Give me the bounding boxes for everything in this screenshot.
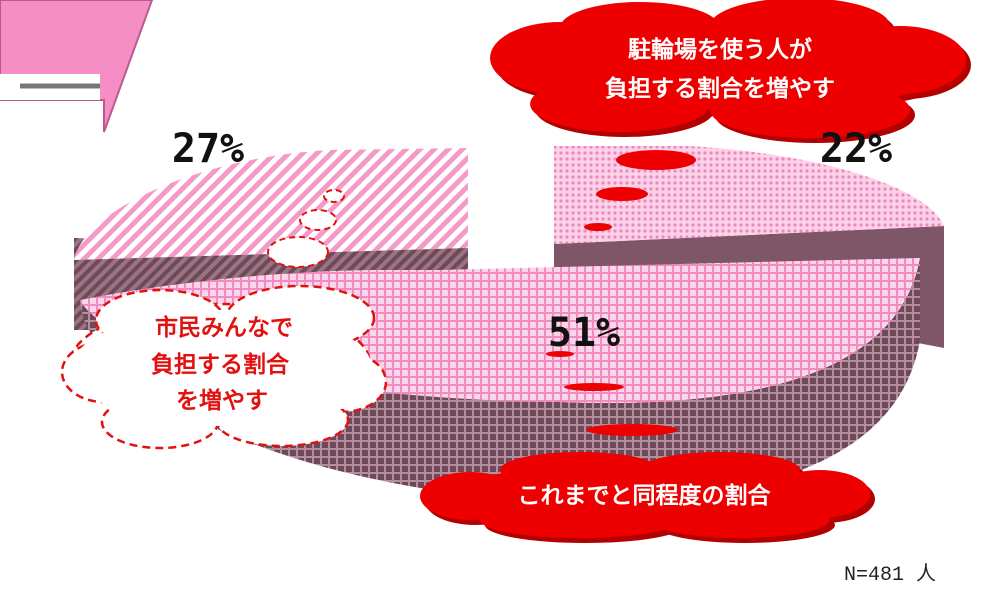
callout-citizens: 市民みんなで 負担する割合 を増やす [60,284,388,450]
callout-same: これまでと同程度の割合 [420,452,875,543]
callout-pointer-same [546,351,678,436]
callout-pointer-citizens [267,189,345,268]
label-51-percent: 51% [548,310,620,356]
callout-citizens-line-2: 負担する割合 [151,351,290,378]
label-27-percent: 27% [172,126,244,172]
callout-pointer-parking [584,150,696,231]
callout-parking-line-2: 負担する割合を増やす [605,75,835,102]
callout-parking-line-1: 駐輪場を使う人が [628,36,812,63]
pink-arrow-tab-icon [0,0,154,133]
callout-citizens-line-1: 市民みんなで [155,314,293,341]
callout-citizens-line-3: を増やす [176,387,268,414]
sample-size-label: N=481 人 [844,562,936,587]
callout-same-text: これまでと同程度の割合 [518,482,772,509]
callout-parking: 駐輪場を使う人が 負担する割合を増やす [490,0,971,143]
label-22-percent: 22% [820,126,892,172]
